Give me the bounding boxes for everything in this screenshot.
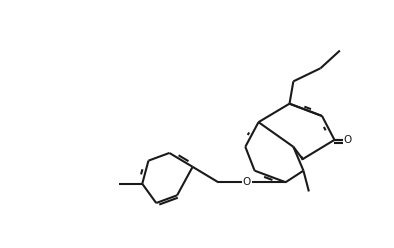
Text: O: O xyxy=(344,135,352,145)
Text: O: O xyxy=(243,177,251,187)
